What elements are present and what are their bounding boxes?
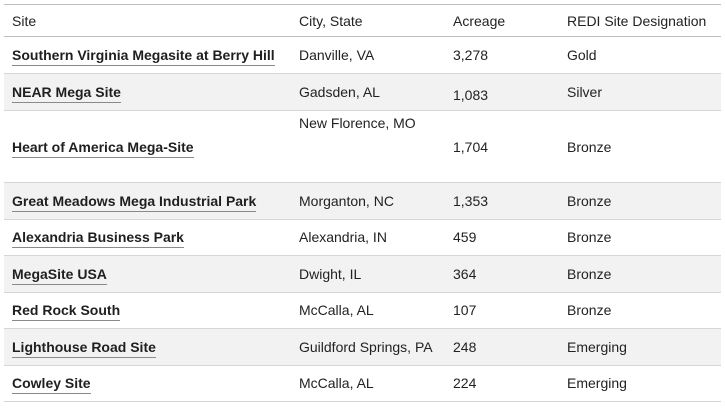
column-header-designation: REDI Site Designation xyxy=(567,12,707,29)
site-link[interactable]: Lighthouse Road Site xyxy=(12,338,156,358)
table-row: NEAR Mega Site Gadsden, AL 1,083 Silver xyxy=(4,73,721,111)
designation-cell: Bronze xyxy=(567,302,612,319)
designation-cell: Bronze xyxy=(567,229,612,246)
acreage-cell: 1,353 xyxy=(453,192,489,209)
acreage-cell: 1,083 xyxy=(453,87,489,103)
city-cell: Guildford Springs, PA xyxy=(299,338,433,355)
sites-table: Site City, State Acreage REDI Site Desig… xyxy=(4,4,721,402)
table-row: Red Rock South McCalla, AL 107 Bronze xyxy=(4,292,721,329)
designation-cell: Silver xyxy=(567,84,603,100)
site-link[interactable]: Southern Virginia Megasite at Berry Hill xyxy=(12,47,275,66)
acreage-cell: 248 xyxy=(453,338,477,355)
acreage-cell: 364 xyxy=(453,265,477,282)
designation-cell: Emerging xyxy=(567,338,627,355)
table-row: Heart of America Mega-Site New Florence,… xyxy=(4,110,721,183)
designation-cell: Bronze xyxy=(567,138,612,155)
designation-cell: Bronze xyxy=(567,265,612,282)
city-cell: Gadsden, AL xyxy=(299,84,380,100)
column-header-acreage: Acreage xyxy=(453,12,506,29)
site-link[interactable]: Heart of America Mega-Site xyxy=(12,138,194,158)
acreage-cell: 459 xyxy=(453,229,477,246)
site-link[interactable]: Red Rock South xyxy=(12,302,121,322)
city-cell: McCalla, AL xyxy=(299,302,374,319)
city-cell: McCalla, AL xyxy=(299,375,374,392)
acreage-cell: 224 xyxy=(453,375,477,392)
table-row: Great Meadows Mega Industrial Park Morga… xyxy=(4,182,721,219)
table-row: Alexandria Business Park Alexandria, IN … xyxy=(4,219,721,256)
city-cell: Dwight, IL xyxy=(299,265,362,282)
site-link[interactable]: Great Meadows Mega Industrial Park xyxy=(12,192,257,212)
site-link[interactable]: MegaSite USA xyxy=(12,265,107,285)
city-cell: Morganton, NC xyxy=(299,192,394,209)
column-header-city: City, State xyxy=(299,12,363,29)
table-row: Cowley Site McCalla, AL 224 Emerging xyxy=(4,365,721,402)
designation-cell: Bronze xyxy=(567,192,612,209)
table-row: Southern Virginia Megasite at Berry Hill… xyxy=(4,36,721,74)
city-cell: Danville, VA xyxy=(299,47,375,63)
table-row: MegaSite USA Dwight, IL 364 Bronze xyxy=(4,255,721,292)
acreage-cell: 3,278 xyxy=(453,47,489,63)
table-row: Lighthouse Road Site Guildford Springs, … xyxy=(4,328,721,365)
site-link[interactable]: NEAR Mega Site xyxy=(12,84,121,103)
acreage-cell: 107 xyxy=(453,302,477,319)
designation-cell: Gold xyxy=(567,47,597,63)
site-link[interactable]: Cowley Site xyxy=(12,375,91,395)
designation-cell: Emerging xyxy=(567,375,627,392)
city-cell: Alexandria, IN xyxy=(299,229,387,246)
table-header-row: Site City, State Acreage REDI Site Desig… xyxy=(4,4,721,37)
site-link[interactable]: Alexandria Business Park xyxy=(12,229,184,249)
acreage-cell: 1,704 xyxy=(453,138,489,155)
city-cell: New Florence, MO xyxy=(299,115,416,131)
column-header-site: Site xyxy=(12,12,37,29)
